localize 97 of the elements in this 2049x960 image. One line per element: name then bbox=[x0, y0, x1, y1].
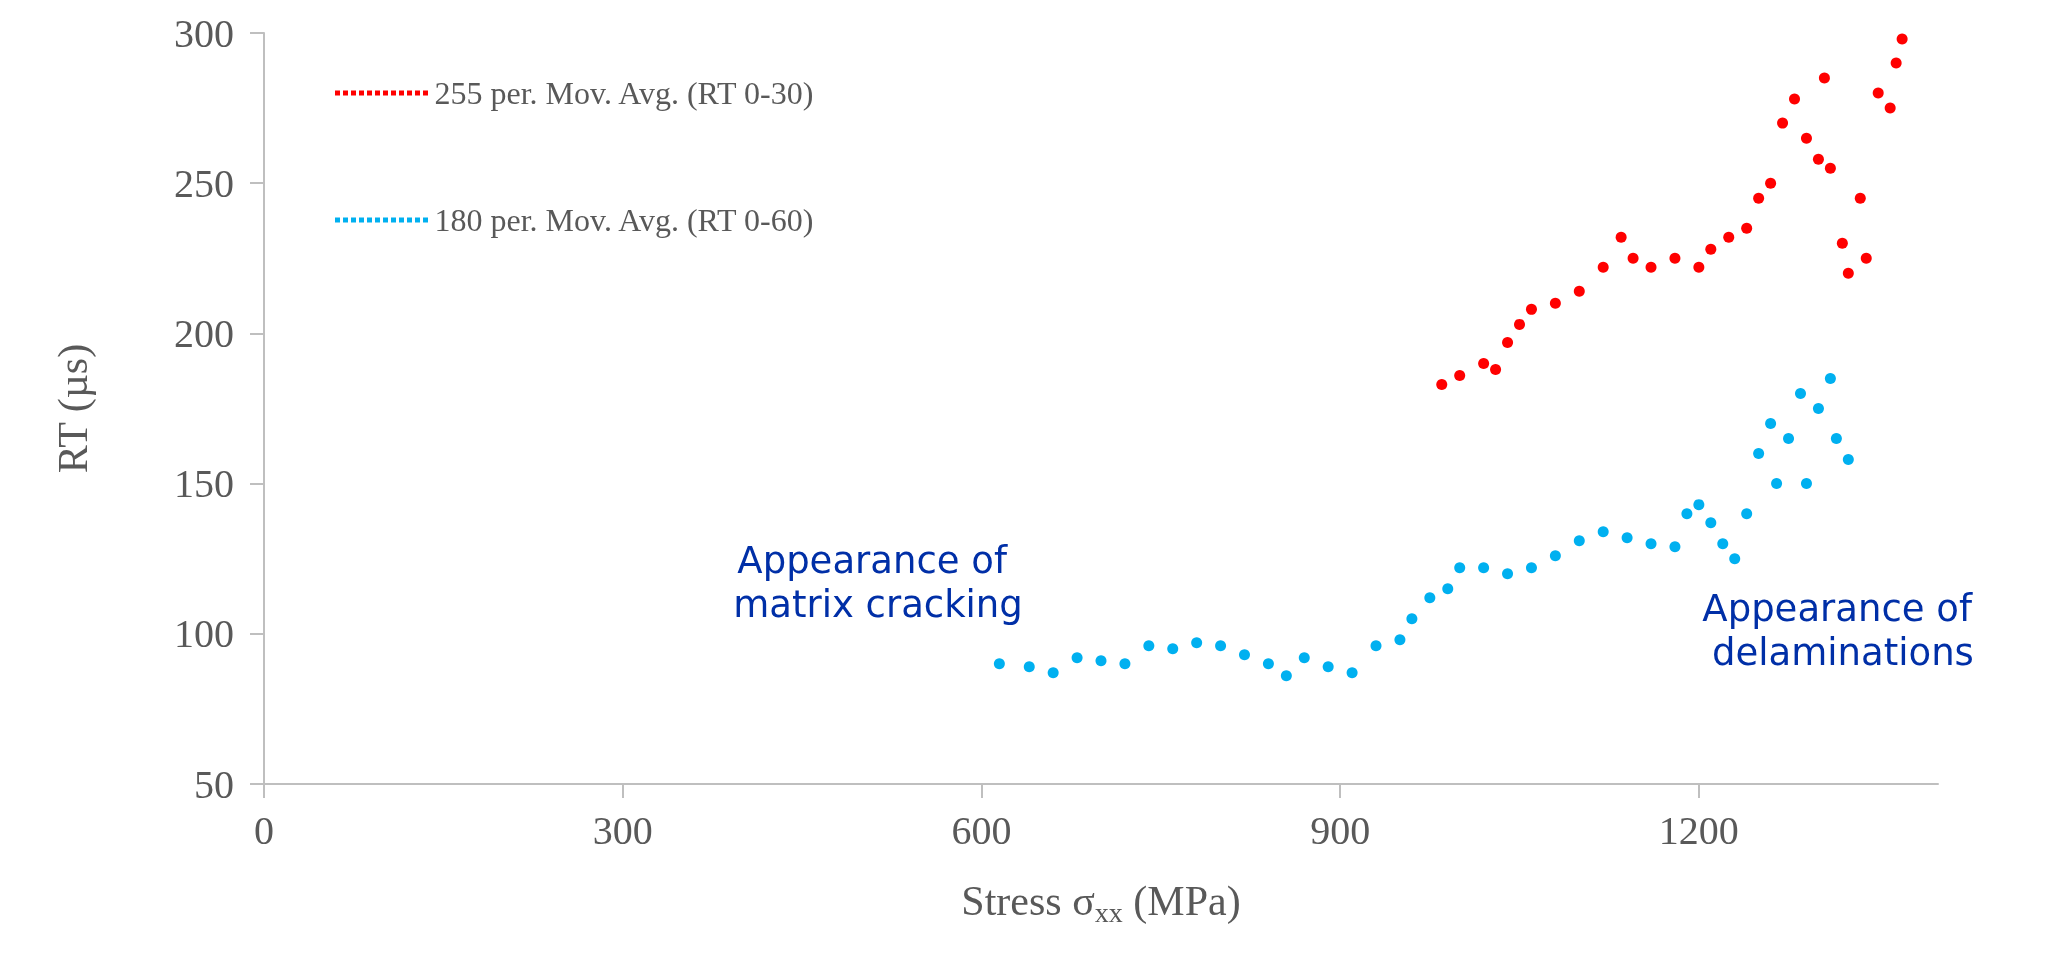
point bbox=[1573, 535, 1585, 547]
point bbox=[1322, 661, 1334, 673]
point bbox=[1795, 387, 1806, 399]
point bbox=[1191, 637, 1203, 649]
point bbox=[1717, 538, 1729, 550]
legend-label: 255 per. Mov. Avg. (RT 0-30) bbox=[434, 75, 814, 111]
point bbox=[1047, 667, 1059, 679]
point bbox=[1549, 297, 1561, 309]
point bbox=[1514, 318, 1525, 330]
point bbox=[1394, 634, 1406, 646]
point bbox=[1800, 478, 1812, 490]
point bbox=[1478, 357, 1490, 369]
point bbox=[1490, 363, 1502, 375]
point bbox=[1370, 640, 1382, 652]
point bbox=[1525, 303, 1537, 315]
point bbox=[1693, 261, 1705, 273]
x-tick-label: 1200 bbox=[1658, 807, 1739, 853]
point bbox=[1478, 562, 1490, 574]
point bbox=[1783, 433, 1795, 445]
legend-label: 180 per. Mov. Avg. (RT 0-60) bbox=[434, 202, 814, 238]
point bbox=[1890, 57, 1902, 69]
point bbox=[1669, 252, 1681, 264]
point bbox=[1167, 643, 1179, 655]
point bbox=[1143, 640, 1155, 652]
point bbox=[1023, 661, 1035, 673]
point bbox=[1681, 508, 1693, 520]
point bbox=[1627, 252, 1639, 264]
point bbox=[1824, 372, 1836, 384]
point bbox=[1836, 237, 1848, 249]
point bbox=[1872, 87, 1884, 99]
point bbox=[1549, 550, 1561, 562]
point bbox=[1705, 517, 1717, 529]
point bbox=[1705, 243, 1717, 255]
y-tick-label: 250 bbox=[174, 160, 234, 206]
point bbox=[1771, 478, 1783, 490]
point bbox=[1753, 192, 1765, 204]
point bbox=[1860, 252, 1872, 264]
point bbox=[1896, 33, 1908, 45]
point bbox=[1729, 553, 1741, 565]
point bbox=[1812, 153, 1824, 165]
point bbox=[1723, 231, 1735, 243]
point bbox=[993, 658, 1005, 670]
point bbox=[1525, 562, 1537, 574]
point bbox=[1884, 102, 1896, 114]
point bbox=[1346, 667, 1358, 679]
point bbox=[1262, 658, 1274, 670]
point bbox=[1789, 93, 1801, 105]
point bbox=[1502, 568, 1514, 580]
point bbox=[1597, 526, 1609, 538]
y-tick-label: 300 bbox=[174, 10, 234, 56]
y-tick-label: 100 bbox=[174, 611, 234, 657]
point bbox=[1406, 613, 1418, 625]
point bbox=[1741, 508, 1753, 520]
point bbox=[1854, 192, 1866, 204]
point bbox=[1597, 261, 1609, 273]
y-tick-label: 150 bbox=[174, 461, 234, 507]
point bbox=[1800, 132, 1812, 144]
y-tick-label: 50 bbox=[194, 761, 234, 807]
point bbox=[1615, 231, 1627, 243]
x-tick-label: 300 bbox=[592, 807, 653, 853]
point bbox=[1424, 592, 1436, 604]
point bbox=[1071, 652, 1083, 664]
point bbox=[1454, 562, 1466, 574]
point bbox=[1765, 418, 1777, 430]
point bbox=[1669, 541, 1681, 553]
y-axis-title: RT (µs) bbox=[50, 343, 97, 474]
point bbox=[1812, 403, 1824, 414]
point bbox=[1454, 369, 1466, 381]
y-tick-label: 200 bbox=[174, 310, 234, 356]
point bbox=[1645, 538, 1657, 550]
point bbox=[1818, 72, 1830, 84]
point bbox=[1824, 162, 1836, 174]
point bbox=[1095, 655, 1107, 667]
point bbox=[1753, 448, 1765, 460]
point bbox=[1436, 378, 1448, 390]
point bbox=[1298, 652, 1310, 664]
point bbox=[1502, 336, 1514, 348]
point bbox=[1765, 177, 1777, 189]
x-tick-label: 0 bbox=[254, 807, 274, 853]
point bbox=[1777, 117, 1789, 129]
point bbox=[1119, 658, 1131, 670]
annotation: Appearance of delaminations bbox=[1702, 586, 1984, 674]
point bbox=[1215, 640, 1227, 652]
point bbox=[1280, 670, 1292, 682]
point bbox=[1621, 532, 1633, 544]
point bbox=[1830, 433, 1842, 445]
point bbox=[1842, 267, 1854, 279]
point bbox=[1573, 285, 1585, 297]
x-tick-label: 900 bbox=[1310, 807, 1371, 853]
point bbox=[1693, 499, 1705, 511]
point bbox=[1741, 222, 1753, 234]
point bbox=[1442, 583, 1454, 595]
annotation: Appearance of matrix cracking bbox=[733, 538, 1023, 626]
point bbox=[1645, 261, 1657, 273]
point bbox=[1239, 649, 1250, 661]
x-tick-label: 600 bbox=[951, 807, 1012, 853]
point bbox=[1842, 454, 1854, 466]
